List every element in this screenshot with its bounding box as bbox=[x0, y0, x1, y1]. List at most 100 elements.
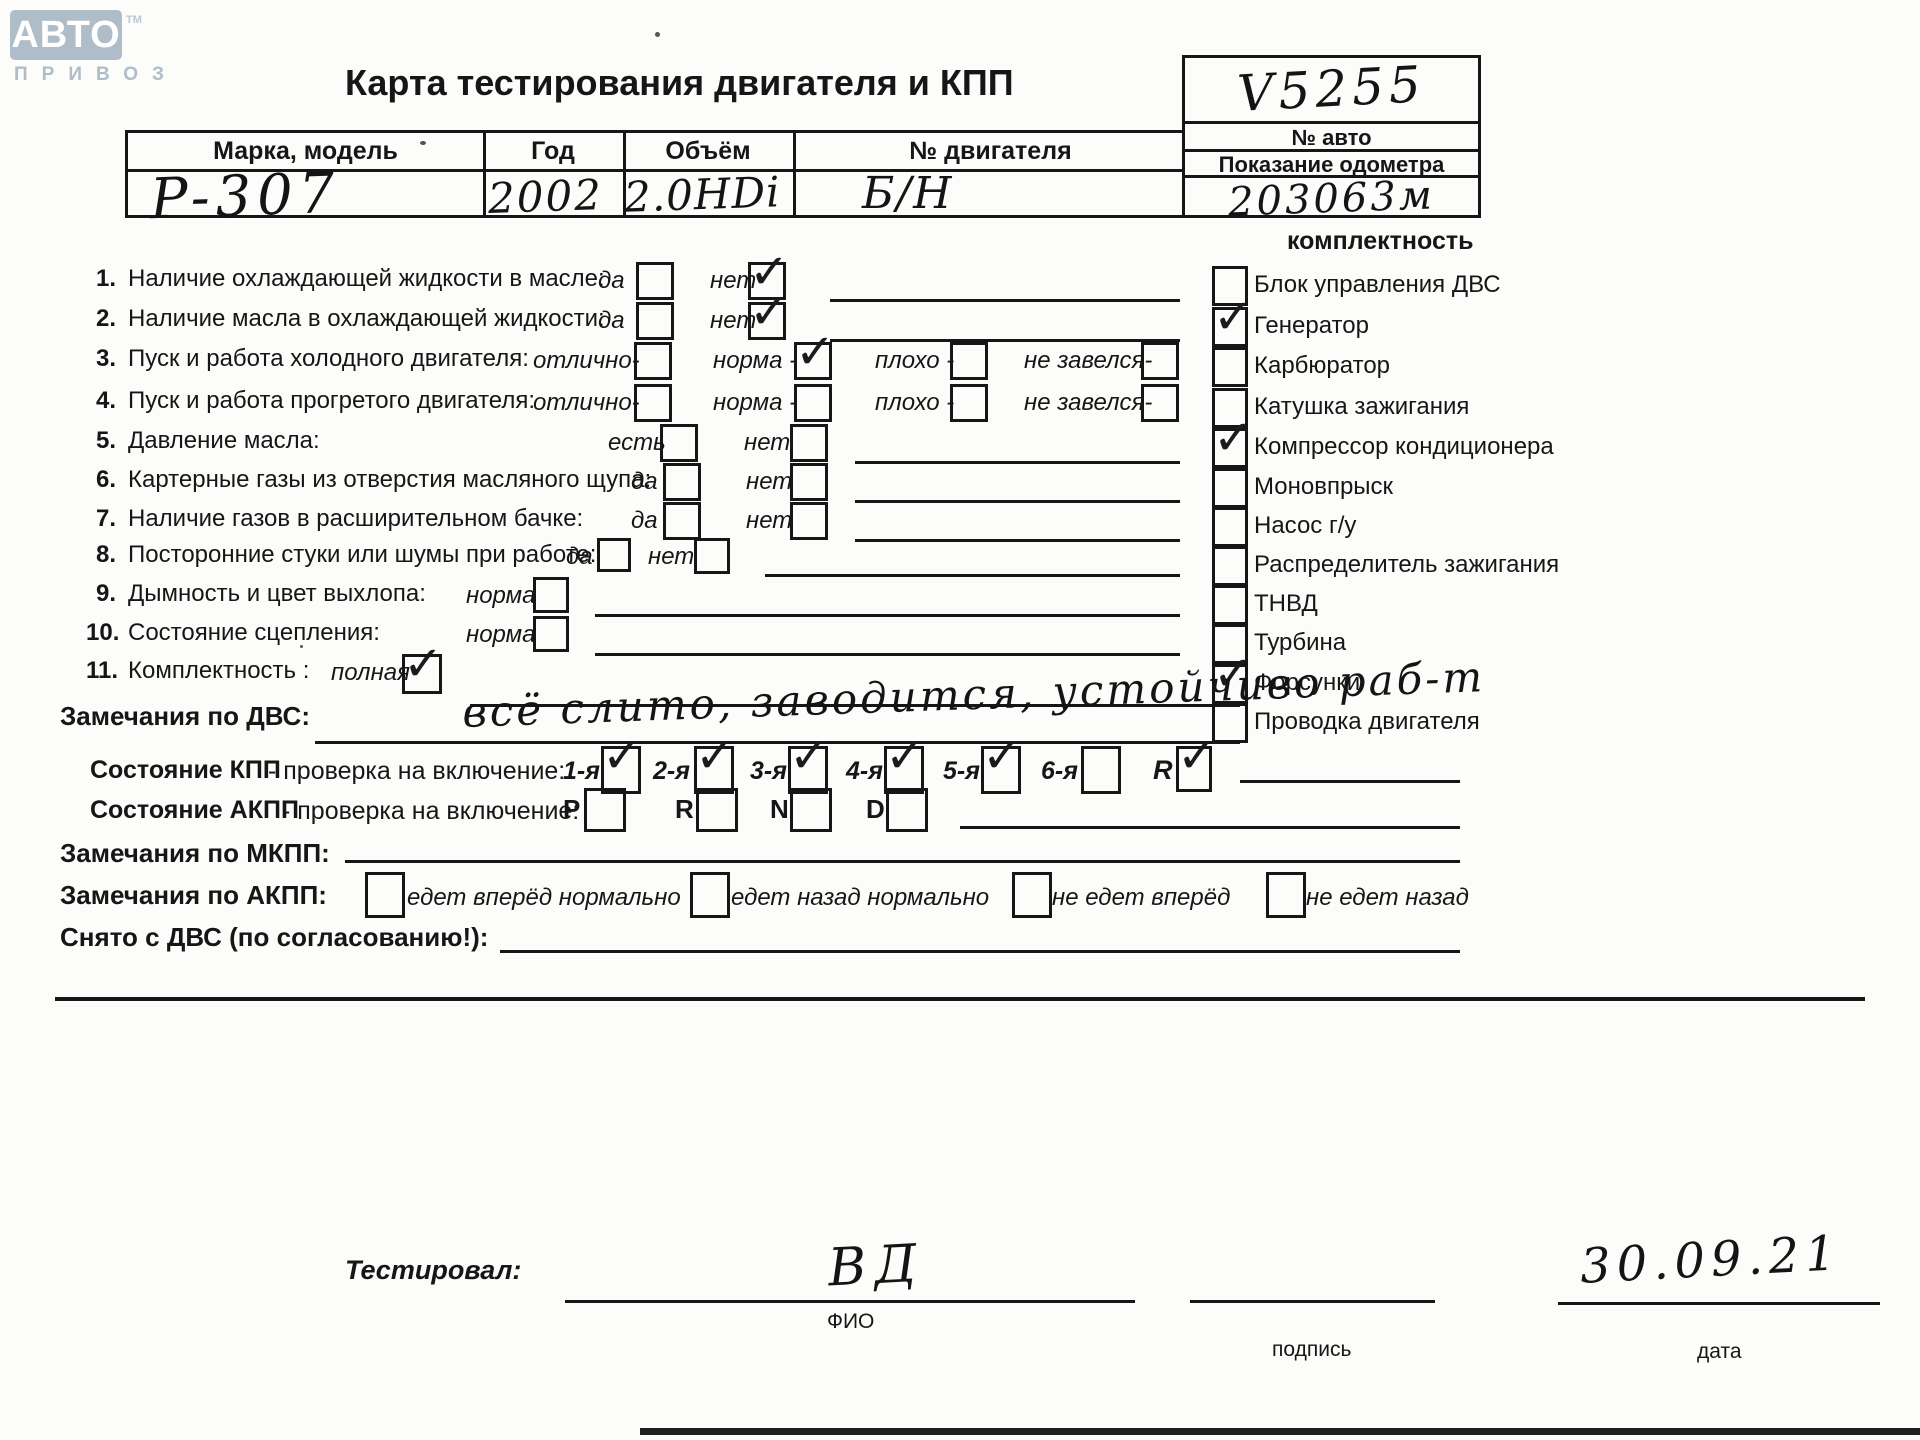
kpp-gear1-checkbox[interactable] bbox=[601, 732, 642, 794]
akpp-no-backward-checkbox[interactable] bbox=[1266, 872, 1306, 918]
item9-norma-checkbox[interactable] bbox=[533, 577, 569, 613]
akpp-D-checkbox[interactable] bbox=[886, 788, 928, 832]
kpp-gearR-checkbox[interactable] bbox=[1176, 732, 1217, 792]
item5-net-checkbox[interactable] bbox=[790, 424, 828, 462]
akpp-R-checkbox[interactable] bbox=[696, 788, 738, 832]
box-divider bbox=[1185, 149, 1478, 152]
blank-line bbox=[855, 500, 1180, 503]
item10-norma-checkbox[interactable] bbox=[533, 616, 569, 652]
kpp-gear6-checkbox[interactable] bbox=[1081, 746, 1121, 794]
engine-no-value-handwritten: Б/Н bbox=[862, 168, 954, 219]
akpp-N-checkbox[interactable] bbox=[790, 788, 832, 832]
item4-ne-zavelsya-checkbox[interactable] bbox=[1141, 384, 1179, 422]
checklist-item-4: 4. Пуск и работа прогретого двигателя: о… bbox=[0, 384, 1920, 428]
akpp-remarks-label: Замечания по АКПП: bbox=[60, 880, 327, 910]
volume-value-handwritten: 2.0HDi bbox=[623, 167, 782, 222]
vehicle-table: Марка, модель Год Объём № двигателя bbox=[125, 130, 1191, 218]
item3-otlichno-checkbox[interactable] bbox=[634, 342, 672, 380]
tested-by-label: Тестировал: bbox=[345, 1255, 522, 1285]
component-row: Проводка двигателя bbox=[1212, 703, 1912, 743]
item11-polnaya-checkbox[interactable] bbox=[402, 640, 443, 694]
checklist-item-9: 9. Дымность и цвет выхлопа: норма bbox=[0, 577, 1920, 621]
component-row: Компрессор кондиционера bbox=[1212, 414, 1912, 468]
akpp-P-checkbox[interactable] bbox=[584, 788, 626, 832]
item6-net-checkbox[interactable] bbox=[790, 463, 828, 501]
component-distributor-checkbox[interactable] bbox=[1212, 546, 1248, 586]
item4-otlichno-checkbox[interactable] bbox=[634, 384, 672, 422]
table-divider bbox=[623, 133, 626, 215]
item2-da-checkbox[interactable] bbox=[636, 302, 674, 340]
checklist-item-6: 6. Картерные газы из отверстия масляного… bbox=[0, 463, 1920, 507]
component-generator-checkbox[interactable] bbox=[1212, 293, 1253, 347]
blank-line bbox=[765, 574, 1180, 577]
component-row: Распределитель зажигания bbox=[1212, 546, 1912, 586]
component-carburetor-checkbox[interactable] bbox=[1212, 347, 1248, 387]
component-row: Блок управления ДВС bbox=[1212, 266, 1912, 306]
blank-line bbox=[595, 653, 1180, 656]
component-injectors-checkbox[interactable] bbox=[1212, 650, 1253, 704]
box-divider bbox=[1185, 121, 1478, 124]
item2-net-checkbox[interactable] bbox=[748, 288, 789, 340]
odometer-value-handwritten: 203063м bbox=[1227, 172, 1436, 226]
blank-line bbox=[855, 539, 1180, 542]
item4-norma-checkbox[interactable] bbox=[794, 384, 832, 422]
item3-ploho-checkbox[interactable] bbox=[950, 342, 988, 380]
component-ps-pump-checkbox[interactable] bbox=[1212, 507, 1248, 547]
kpp-gear3-checkbox[interactable] bbox=[788, 732, 829, 794]
scan-edge-artifact bbox=[640, 1428, 1920, 1435]
akpp-no-forward-checkbox[interactable] bbox=[1012, 872, 1052, 918]
component-injection-pump-checkbox[interactable] bbox=[1212, 585, 1248, 625]
table-divider bbox=[483, 133, 486, 215]
kpp-gear2-checkbox[interactable] bbox=[694, 732, 735, 794]
item5-est-checkbox[interactable] bbox=[660, 424, 698, 462]
auto-number-label: № авто bbox=[1291, 125, 1372, 150]
box-divider bbox=[1185, 175, 1478, 178]
date-line bbox=[1558, 1302, 1880, 1305]
kpp-gear4-checkbox[interactable] bbox=[884, 732, 925, 794]
item8-net-checkbox[interactable] bbox=[694, 538, 730, 574]
item3-ne-zavelsya-checkbox[interactable] bbox=[1141, 342, 1179, 380]
item3-norma-checkbox[interactable] bbox=[794, 328, 835, 380]
dvs-remarks-label: Замечания по ДВС: bbox=[60, 701, 310, 731]
akpp-check-row: Состояние АКПП - проверка на включение: … bbox=[0, 788, 1920, 832]
col-header-engine-no: № двигателя bbox=[909, 137, 1072, 165]
col-header-volume: Объём bbox=[665, 137, 751, 165]
blank-line bbox=[855, 461, 1180, 464]
blank-line bbox=[315, 741, 1240, 744]
brand-logo: АВТО bbox=[10, 10, 122, 60]
blank-line bbox=[960, 826, 1460, 829]
mkpp-remarks-label: Замечания по МКПП: bbox=[60, 838, 330, 868]
akpp-backward-ok-checkbox[interactable] bbox=[690, 872, 730, 918]
completeness-header: комплектность bbox=[1287, 227, 1474, 255]
trademark-mark: ТМ bbox=[126, 14, 142, 26]
akpp-remarks-options: едет вперёд нормально едет назад нормаль… bbox=[0, 872, 1920, 918]
component-row: Форсунки bbox=[1212, 650, 1912, 704]
component-row: ТНВД bbox=[1212, 585, 1912, 625]
fio-line bbox=[565, 1300, 1135, 1303]
blank-line bbox=[595, 614, 1180, 617]
component-ac-compressor-checkbox[interactable] bbox=[1212, 414, 1253, 468]
checklist-item-2: 2. Наличие масла в охлаждающей жидкости:… bbox=[0, 288, 1920, 346]
item4-ploho-checkbox[interactable] bbox=[950, 384, 988, 422]
component-row: Карбюратор bbox=[1212, 347, 1912, 387]
col-header-year: Год bbox=[531, 137, 575, 165]
kpp-gear5-checkbox[interactable] bbox=[981, 732, 1022, 794]
checklist-item-5: 5. Давление масла: есть нет bbox=[0, 424, 1920, 468]
item1-da-checkbox[interactable] bbox=[636, 262, 674, 300]
kpp-check-row: Состояние КПП - проверка на включение: 1… bbox=[0, 732, 1920, 794]
date-handwritten: 30.09.21 bbox=[1578, 1225, 1844, 1295]
component-monoinjection-checkbox[interactable] bbox=[1212, 468, 1248, 508]
blank-line bbox=[500, 950, 1460, 953]
akpp-forward-ok-checkbox[interactable] bbox=[365, 872, 405, 918]
item6-da-checkbox[interactable] bbox=[663, 463, 701, 501]
vehicle-info-box: V5255 № авто Показание одометра 203063м bbox=[1182, 55, 1481, 226]
item7-da-checkbox[interactable] bbox=[663, 502, 701, 540]
fio-label: ФИО bbox=[827, 1310, 875, 1333]
signature-label: подпись bbox=[1272, 1338, 1352, 1361]
item8-da-checkbox[interactable] bbox=[597, 538, 631, 572]
item7-net-checkbox[interactable] bbox=[790, 502, 828, 540]
blank-line bbox=[830, 339, 1180, 342]
blank-line bbox=[345, 860, 1460, 863]
col-header-make: Марка, модель bbox=[213, 137, 398, 165]
